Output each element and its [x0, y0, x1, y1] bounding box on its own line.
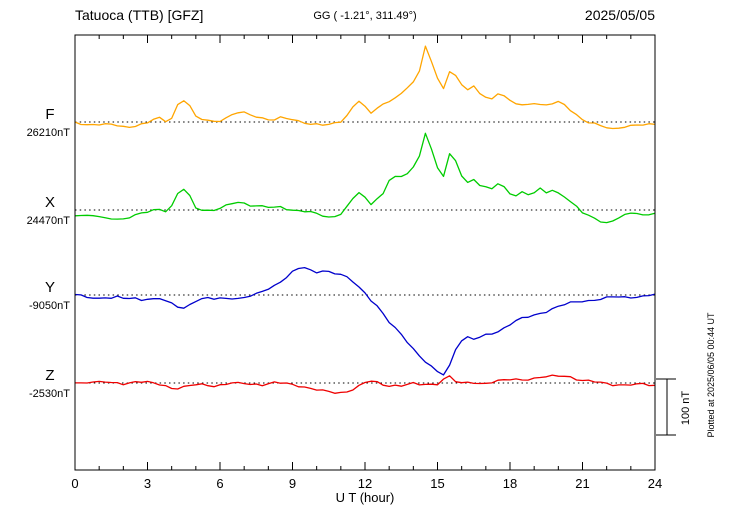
scale-bar	[656, 378, 676, 436]
series-letter-Y: Y	[45, 279, 55, 296]
trace-Y	[74, 266, 656, 376]
series-baseline-value-X: 24470nT	[27, 215, 71, 227]
x-axis-tick-label: 24	[648, 476, 662, 491]
series-letter-X: X	[45, 194, 55, 211]
x-axis-tick-label: 15	[430, 476, 444, 491]
trace-X	[74, 132, 656, 224]
series-baseline-value-Z: -2530nT	[29, 388, 70, 400]
x-axis-tick-labels: 0 3 6 9 12 15 18 21 24	[71, 476, 662, 491]
x-axis-tick-label: 18	[503, 476, 517, 491]
x-axis-tick-label: 3	[144, 476, 151, 491]
trace-F	[74, 45, 656, 130]
baseline-dotted-lines	[75, 121, 655, 384]
x-axis-tick-label: 9	[289, 476, 296, 491]
x-axis-tick-label: 21	[575, 476, 589, 491]
series-letter-F: F	[45, 106, 54, 123]
page-title: Tatuoca (TTB) [GFZ]	[75, 7, 203, 23]
trace-lines	[74, 45, 656, 394]
series-baseline-value-F: 26210nT	[27, 127, 71, 139]
x-axis-title: U T (hour)	[336, 490, 395, 505]
x-axis-tick-label: 12	[358, 476, 372, 491]
scale-bar-label: 100 nT	[680, 391, 692, 426]
series-baseline-value-Y: -9050nT	[29, 300, 70, 312]
series-labels: F 26210nT X 24470nT Y -9050nT Z -2530nT	[27, 106, 71, 400]
x-axis-tick-label: 6	[216, 476, 223, 491]
plot-date: 2025/05/05	[585, 7, 655, 23]
series-letter-Z: Z	[45, 367, 54, 384]
plotted-at-note: Plotted at 2025/06/05 00:44 UT	[706, 312, 716, 438]
x-axis-tick-label: 0	[71, 476, 78, 491]
plot-frame	[74, 34, 656, 471]
gg-coordinates-label: GG ( -1.21°, 311.49°)	[313, 10, 416, 22]
axis-ticks	[74, 35, 656, 470]
trace-Z	[75, 374, 656, 394]
